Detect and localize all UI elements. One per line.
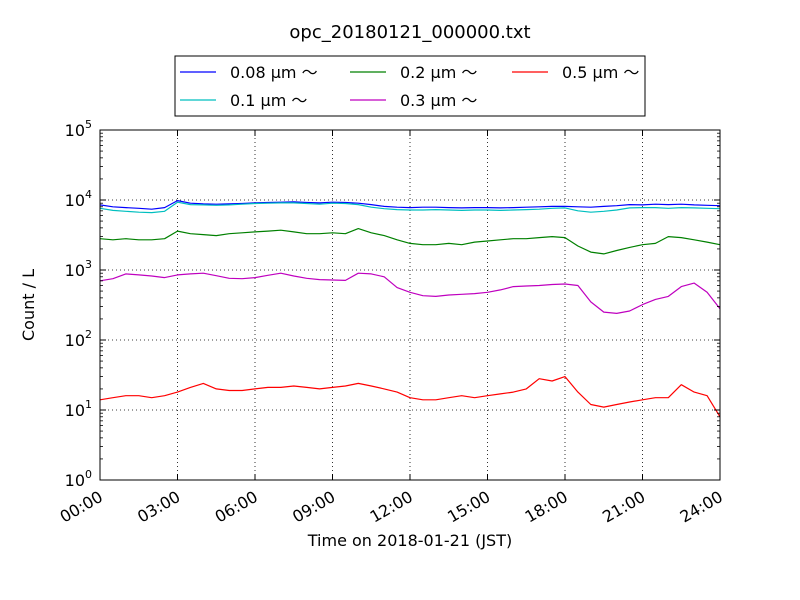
- axis-ticks: [99, 129, 721, 481]
- series-line-0: [99, 200, 721, 210]
- legend-label: 0.08 μm ～: [230, 63, 318, 82]
- y-tick-label: 105: [65, 118, 92, 140]
- series-line-3: [99, 272, 721, 314]
- grid: [100, 130, 720, 480]
- series-line-1: [99, 201, 721, 214]
- legend-box: [174, 55, 646, 117]
- series-line-4: [99, 376, 721, 418]
- y-tick-label: 100: [65, 468, 92, 490]
- legend-label: 0.5 μm ～: [562, 63, 639, 82]
- legend-label: 0.2 μm ～: [400, 63, 477, 82]
- y-tick-label: 102: [65, 328, 92, 350]
- x-tick-label: 15:00: [444, 487, 493, 527]
- series-line-2: [99, 228, 721, 255]
- y-tick-labels: 100 101 102 103 104 105: [65, 118, 92, 490]
- x-tick-label: 00:00: [57, 487, 106, 527]
- y-tick-label: 103: [65, 258, 92, 280]
- y-tick-label: 104: [65, 188, 92, 210]
- x-tick-label: 09:00: [289, 487, 338, 527]
- legend-label: 0.1 μm ～: [230, 91, 307, 110]
- y-tick-label: 101: [65, 398, 92, 420]
- x-tick-label: 21:00: [599, 487, 648, 527]
- x-tick-label: 24:00: [677, 487, 726, 527]
- x-axis-label: Time on 2018-01-21 (JST): [307, 531, 512, 550]
- x-tick-label: 06:00: [212, 487, 261, 527]
- chart-title: opc_20180121_000000.txt: [289, 22, 530, 43]
- legend: 0.08 μm ～ 0.1 μm ～ 0.2 μm ～ 0.3 μm ～ 0.5 μm …: [174, 55, 646, 117]
- x-tick-label: 03:00: [134, 487, 183, 527]
- x-tick-label: 18:00: [522, 487, 571, 527]
- x-tick-labels: 00:00 03:00 06:00 09:00 12:00 15:00 18:00 21:00…: [57, 487, 726, 527]
- y-axis-label: Count / L: [19, 269, 38, 341]
- series-lines: [99, 200, 721, 418]
- x-tick-label: 12:00: [367, 487, 416, 527]
- legend-label: 0.3 μm ～: [400, 91, 477, 110]
